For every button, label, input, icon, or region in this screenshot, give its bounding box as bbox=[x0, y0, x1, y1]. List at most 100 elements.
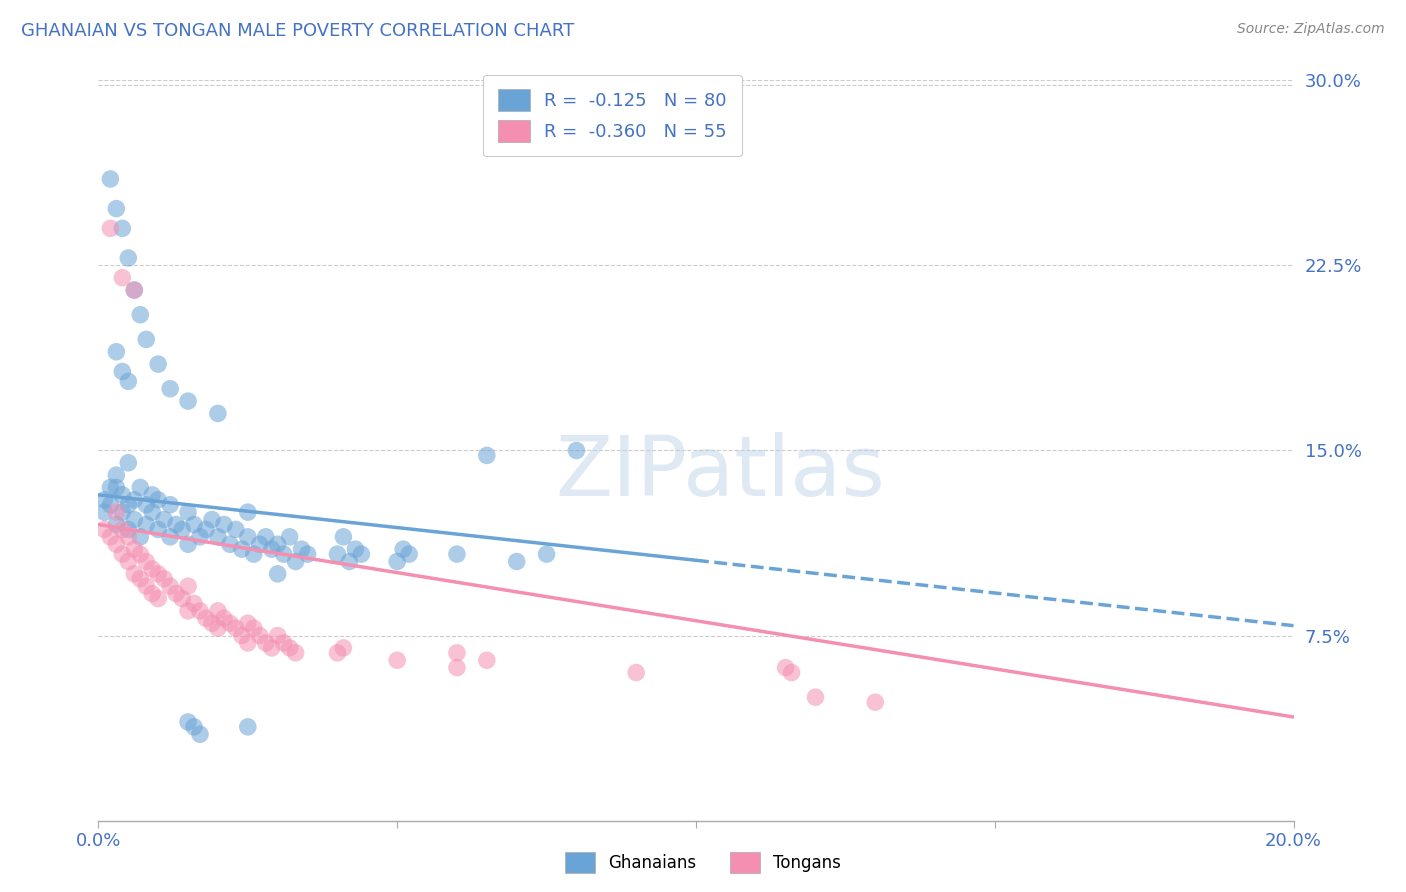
Point bbox=[236, 616, 259, 631]
Point bbox=[243, 547, 266, 561]
Point bbox=[135, 517, 157, 532]
Point bbox=[148, 357, 170, 371]
Point bbox=[243, 621, 266, 635]
Text: GHANAIAN VS TONGAN MALE POVERTY CORRELATION CHART: GHANAIAN VS TONGAN MALE POVERTY CORRELAT… bbox=[21, 22, 574, 40]
Point bbox=[159, 382, 181, 396]
Point bbox=[177, 604, 200, 618]
Point bbox=[117, 251, 139, 265]
Point bbox=[188, 604, 211, 618]
Point bbox=[188, 530, 211, 544]
Point bbox=[93, 523, 115, 537]
Point bbox=[98, 480, 122, 494]
Point bbox=[446, 646, 468, 660]
Point bbox=[267, 628, 290, 642]
Point bbox=[148, 492, 170, 507]
Point bbox=[225, 621, 247, 635]
Point bbox=[188, 727, 211, 741]
Point bbox=[111, 364, 134, 378]
Point bbox=[129, 308, 152, 322]
Point bbox=[273, 547, 295, 561]
Text: Source: ZipAtlas.com: Source: ZipAtlas.com bbox=[1237, 22, 1385, 37]
Point bbox=[135, 555, 157, 569]
Point bbox=[177, 579, 200, 593]
Point bbox=[212, 611, 235, 625]
Point bbox=[626, 665, 648, 680]
Point bbox=[159, 530, 181, 544]
Point bbox=[339, 555, 361, 569]
Point bbox=[273, 636, 295, 650]
Legend: R =  -0.125   N = 80, R =  -0.360   N = 55: R = -0.125 N = 80, R = -0.360 N = 55 bbox=[484, 75, 741, 156]
Point bbox=[148, 591, 170, 606]
Point bbox=[212, 517, 235, 532]
Text: ZIPatlas: ZIPatlas bbox=[555, 432, 884, 513]
Point bbox=[177, 537, 200, 551]
Point bbox=[159, 498, 181, 512]
Point bbox=[105, 537, 128, 551]
Point bbox=[124, 283, 146, 297]
Point bbox=[124, 492, 146, 507]
Point bbox=[344, 542, 367, 557]
Point bbox=[124, 542, 146, 557]
Point bbox=[278, 640, 301, 655]
Point bbox=[124, 512, 146, 526]
Point bbox=[231, 542, 253, 557]
Point bbox=[172, 591, 194, 606]
Point bbox=[385, 653, 409, 667]
Point bbox=[183, 720, 205, 734]
Point bbox=[117, 498, 139, 512]
Point bbox=[183, 597, 205, 611]
Point bbox=[536, 547, 558, 561]
Point bbox=[159, 579, 181, 593]
Point bbox=[278, 530, 301, 544]
Point bbox=[201, 616, 224, 631]
Point bbox=[111, 488, 134, 502]
Point bbox=[332, 530, 354, 544]
Point bbox=[98, 530, 122, 544]
Point bbox=[267, 566, 290, 581]
Point bbox=[98, 221, 122, 235]
Point bbox=[385, 555, 409, 569]
Point bbox=[260, 542, 283, 557]
Point bbox=[207, 530, 229, 544]
Point bbox=[141, 586, 163, 600]
Point bbox=[129, 572, 152, 586]
Point bbox=[105, 468, 128, 483]
Point bbox=[284, 555, 307, 569]
Point bbox=[165, 586, 187, 600]
Point bbox=[195, 523, 218, 537]
Point bbox=[177, 714, 200, 729]
Point bbox=[804, 690, 827, 705]
Point bbox=[177, 394, 200, 409]
Point bbox=[231, 628, 253, 642]
Point bbox=[775, 660, 797, 674]
Point bbox=[105, 202, 128, 216]
Point bbox=[117, 555, 139, 569]
Point bbox=[780, 665, 803, 680]
Point bbox=[93, 505, 115, 519]
Point bbox=[236, 720, 259, 734]
Point bbox=[267, 537, 290, 551]
Point bbox=[201, 512, 224, 526]
Point bbox=[153, 572, 176, 586]
Point bbox=[141, 562, 163, 576]
Point bbox=[475, 653, 498, 667]
Point bbox=[111, 505, 134, 519]
Point bbox=[93, 492, 115, 507]
Point bbox=[111, 523, 134, 537]
Point bbox=[172, 523, 194, 537]
Point bbox=[249, 628, 271, 642]
Point bbox=[207, 604, 229, 618]
Point bbox=[129, 530, 152, 544]
Point bbox=[236, 636, 259, 650]
Point bbox=[254, 636, 277, 650]
Point bbox=[506, 555, 529, 569]
Point bbox=[297, 547, 319, 561]
Point bbox=[135, 579, 157, 593]
Point bbox=[183, 517, 205, 532]
Point bbox=[219, 537, 242, 551]
Point bbox=[153, 512, 176, 526]
Point bbox=[236, 530, 259, 544]
Point bbox=[117, 456, 139, 470]
Point bbox=[207, 621, 229, 635]
Point bbox=[98, 172, 122, 186]
